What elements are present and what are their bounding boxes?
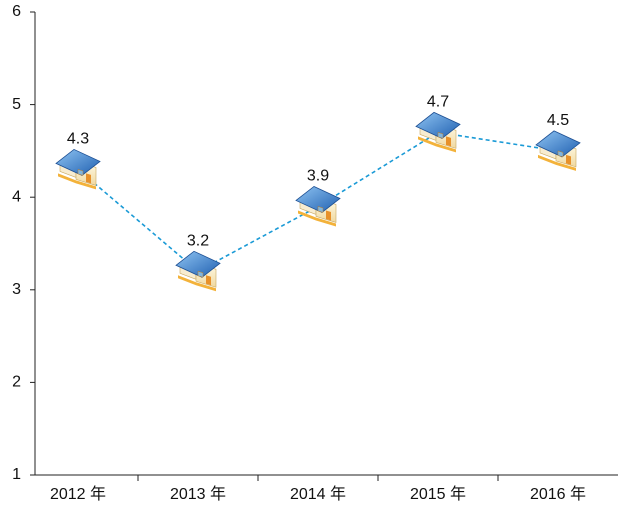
house-marker (415, 111, 461, 153)
y-tick-label: 6 (12, 3, 21, 20)
x-tick-label: 2012 年 (50, 485, 106, 503)
house-marker (295, 185, 341, 227)
y-tick-label: 5 (12, 96, 21, 113)
x-tick-label: 2016 年 (530, 485, 586, 503)
data-label: 4.7 (427, 94, 449, 111)
x-tick-label: 2015 年 (410, 485, 466, 503)
y-tick-label: 2 (12, 374, 21, 391)
x-tick-label: 2013 年 (170, 485, 226, 503)
data-label: 4.5 (547, 112, 569, 129)
y-tick-label: 3 (12, 281, 21, 298)
y-tick-label: 1 (12, 466, 21, 483)
data-label: 3.9 (307, 168, 329, 185)
house-marker (55, 148, 101, 190)
y-tick-label: 4 (12, 188, 21, 205)
data-label: 4.3 (67, 131, 89, 148)
data-label: 3.2 (187, 232, 209, 249)
x-tick-label: 2014 年 (290, 485, 346, 503)
house-marker (535, 130, 581, 171)
house-marker (175, 250, 221, 292)
